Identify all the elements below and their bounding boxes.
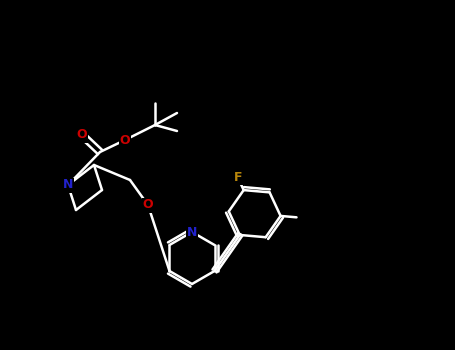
Text: F: F <box>233 171 242 184</box>
Text: O: O <box>143 198 153 211</box>
Text: O: O <box>77 128 87 141</box>
Text: O: O <box>120 133 130 147</box>
Text: N: N <box>63 178 73 191</box>
Text: N: N <box>187 225 197 238</box>
